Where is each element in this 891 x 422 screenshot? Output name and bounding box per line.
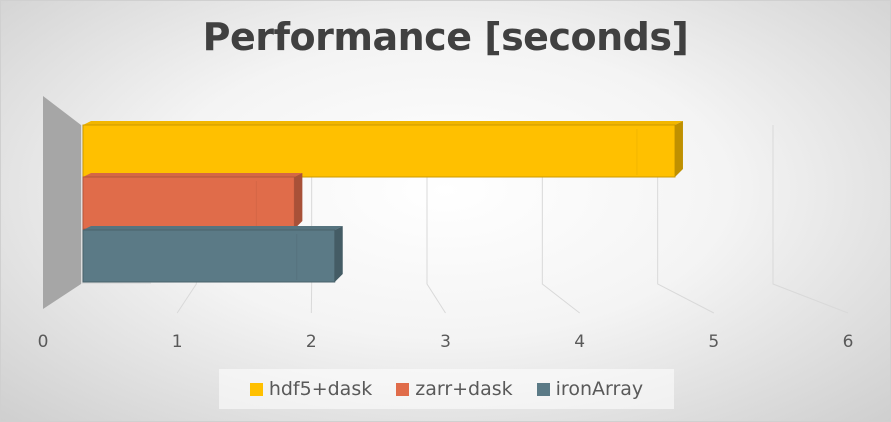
x-tick-label-3: 3	[440, 332, 451, 352]
gridline-3	[426, 125, 446, 314]
bar-end-ironarray	[334, 226, 343, 282]
x-axis-ticks: 0 1 2 3 4 5 6	[38, 332, 854, 352]
legend-swatch-ironarray	[536, 382, 550, 396]
gridline-5	[657, 125, 715, 314]
legend-item-ironarray: ironArray	[536, 378, 644, 400]
bar-ironarray	[82, 229, 336, 283]
x-tick-label-0: 0	[38, 332, 49, 352]
legend: hdf5+dask zarr+dask ironArray	[219, 369, 674, 409]
legend-label-ironarray: ironArray	[555, 378, 644, 400]
x-tick-label-2: 2	[306, 332, 317, 352]
bar-end-zarr-dask	[294, 173, 303, 229]
legend-swatch-hdf5-dask	[249, 382, 263, 396]
bar-top-zarr-dask	[83, 173, 303, 177]
legend-label-hdf5-dask: hdf5+dask	[268, 378, 373, 400]
gridline-6	[772, 125, 849, 314]
legend-swatch-zarr-dask	[396, 382, 410, 396]
x-tick-label-1: 1	[172, 332, 183, 352]
bar-end-hdf5-dask	[674, 121, 683, 177]
legend-item-hdf5-dask: hdf5+dask	[249, 378, 373, 400]
bar-zarr-dask	[82, 176, 295, 230]
side-wall	[43, 96, 81, 309]
bar-top-ironarray	[83, 226, 343, 230]
x-tick-label-4: 4	[574, 332, 585, 352]
x-tick-label-5: 5	[708, 332, 719, 352]
legend-item-zarr-dask: zarr+dask	[396, 378, 513, 400]
chart-title: Performance [seconds]	[202, 15, 689, 59]
bars	[82, 121, 683, 283]
legend-label-zarr-dask: zarr+dask	[415, 378, 513, 400]
bar-hdf5-dask	[82, 124, 676, 178]
x-tick-label-6: 6	[843, 332, 854, 352]
gridline-4	[541, 125, 580, 314]
bar-top-hdf5-dask	[83, 121, 683, 125]
